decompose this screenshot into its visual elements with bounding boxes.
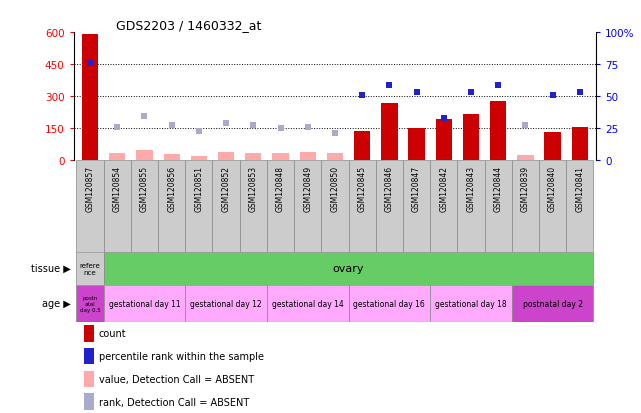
Text: GSM120839: GSM120839 (521, 166, 530, 211)
Bar (76, 252, 104, 285)
Bar (299, 152, 316, 161)
Text: GSM120852: GSM120852 (222, 166, 231, 211)
Bar (430, 161, 458, 252)
Bar (163, 154, 180, 161)
Text: GSM120844: GSM120844 (494, 166, 503, 211)
Text: GSM120840: GSM120840 (548, 166, 557, 211)
Text: postn
atal
day 0.5: postn atal day 0.5 (79, 295, 101, 312)
Bar (512, 285, 594, 322)
Text: age ▶: age ▶ (42, 299, 71, 309)
Text: postnatal day 2: postnatal day 2 (522, 299, 583, 308)
Text: GSM120848: GSM120848 (276, 166, 285, 211)
Text: tissue ▶: tissue ▶ (31, 263, 71, 273)
Bar (485, 161, 512, 252)
Bar (539, 161, 566, 252)
Text: GSM120851: GSM120851 (194, 166, 203, 211)
Bar (272, 154, 288, 161)
Text: gestational day 18: gestational day 18 (435, 299, 507, 308)
Bar (354, 131, 370, 161)
Bar (185, 285, 267, 322)
Text: GDS2203 / 1460332_at: GDS2203 / 1460332_at (115, 19, 261, 32)
Text: value, Detection Call = ABSENT: value, Detection Call = ABSENT (99, 374, 254, 384)
Bar (566, 161, 594, 252)
Bar (490, 101, 506, 161)
Bar (109, 154, 126, 161)
Bar (104, 285, 185, 322)
Bar (403, 161, 430, 252)
Bar (185, 161, 212, 252)
Bar (131, 161, 158, 252)
Text: GSM120841: GSM120841 (576, 166, 585, 211)
Text: ovary: ovary (333, 263, 364, 273)
Bar (158, 161, 185, 252)
Text: gestational day 11: gestational day 11 (108, 299, 180, 308)
Bar (376, 161, 403, 252)
Bar (137, 150, 153, 161)
Bar (294, 161, 321, 252)
Bar (84, 371, 94, 387)
Bar (76, 161, 104, 252)
Bar (512, 161, 539, 252)
Bar (245, 154, 262, 161)
Bar (572, 128, 588, 161)
Bar (267, 161, 294, 252)
Bar (458, 161, 485, 252)
Text: rank, Detection Call = ABSENT: rank, Detection Call = ABSENT (99, 396, 249, 407)
Bar (82, 35, 98, 161)
Text: GSM120856: GSM120856 (167, 166, 176, 211)
Bar (463, 115, 479, 161)
Text: GSM120850: GSM120850 (330, 166, 340, 211)
Text: refere
nce: refere nce (79, 262, 101, 275)
Bar (544, 132, 561, 161)
Text: GSM120842: GSM120842 (439, 166, 448, 211)
Text: gestational day 16: gestational day 16 (353, 299, 425, 308)
Text: GSM120843: GSM120843 (467, 166, 476, 211)
Bar (104, 161, 131, 252)
Bar (240, 161, 267, 252)
Text: GSM120857: GSM120857 (85, 166, 94, 211)
Bar (212, 161, 240, 252)
Bar (84, 394, 94, 410)
Bar (327, 154, 343, 161)
Text: GSM120845: GSM120845 (358, 166, 367, 211)
Bar (430, 285, 512, 322)
Text: GSM120847: GSM120847 (412, 166, 421, 211)
Bar (191, 157, 207, 161)
Text: GSM120846: GSM120846 (385, 166, 394, 211)
Text: GSM120854: GSM120854 (113, 166, 122, 211)
Text: gestational day 14: gestational day 14 (272, 299, 344, 308)
Text: GSM120855: GSM120855 (140, 166, 149, 211)
Bar (218, 152, 234, 161)
Text: GSM120849: GSM120849 (303, 166, 312, 211)
Bar (267, 285, 349, 322)
Bar (84, 325, 94, 342)
Bar (408, 129, 425, 161)
Bar (349, 161, 376, 252)
Bar (84, 348, 94, 364)
Bar (517, 156, 533, 161)
Bar (349, 285, 430, 322)
Bar (321, 161, 349, 252)
Text: GSM120853: GSM120853 (249, 166, 258, 211)
Bar (436, 119, 452, 161)
Text: count: count (99, 328, 126, 339)
Bar (76, 285, 104, 322)
Text: percentile rank within the sample: percentile rank within the sample (99, 351, 264, 361)
Bar (381, 103, 397, 161)
Text: gestational day 12: gestational day 12 (190, 299, 262, 308)
